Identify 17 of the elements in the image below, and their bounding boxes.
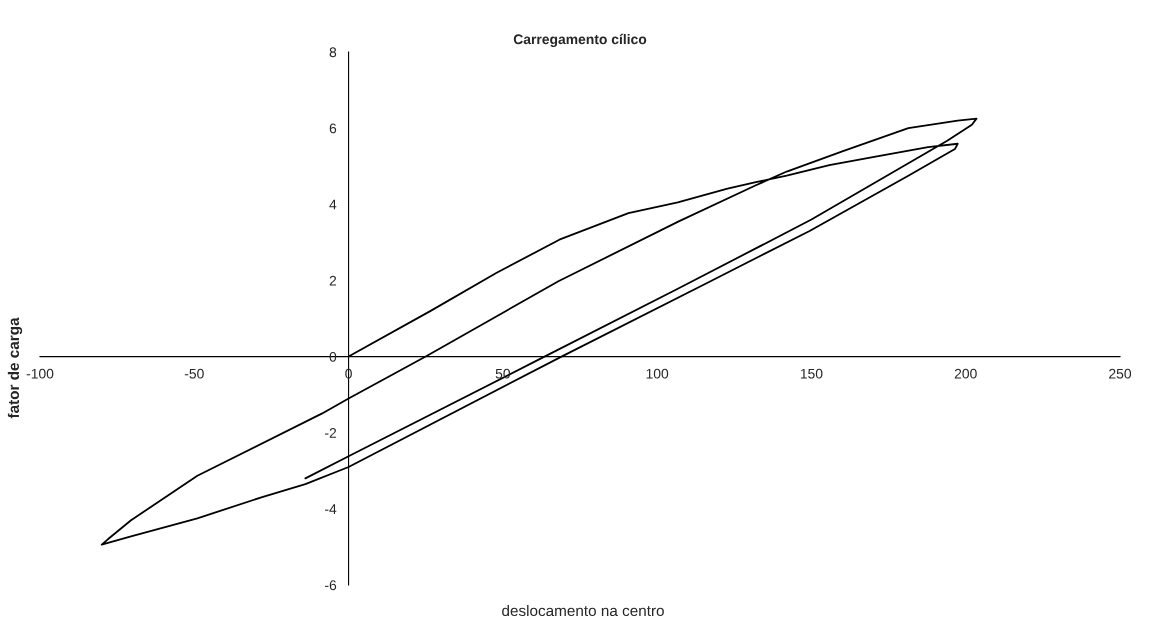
x-tick-label: -50: [184, 368, 204, 379]
y-tick-label: 2: [329, 275, 337, 286]
x-tick-label: 150: [800, 368, 823, 379]
y-tick-label: 8: [329, 47, 337, 58]
y-tick-label: -2: [325, 428, 337, 438]
x-tick-label: 50: [495, 368, 511, 379]
x-tick-label: -100: [26, 368, 54, 379]
x-tick-label: 200: [954, 368, 977, 379]
y-tick-label: -4: [325, 504, 337, 514]
x-axis-title: deslocamento na centro: [502, 604, 664, 617]
y-axis-title: fator de carga: [7, 317, 23, 419]
y-tick-label: -6: [325, 580, 337, 591]
x-tick-label: 100: [646, 368, 669, 379]
chart-title: Carregamento cílico: [513, 33, 647, 47]
y-tick-label: 6: [329, 123, 337, 134]
y-tick-label: 4: [329, 199, 337, 210]
x-tick-label: 250: [1109, 368, 1132, 379]
